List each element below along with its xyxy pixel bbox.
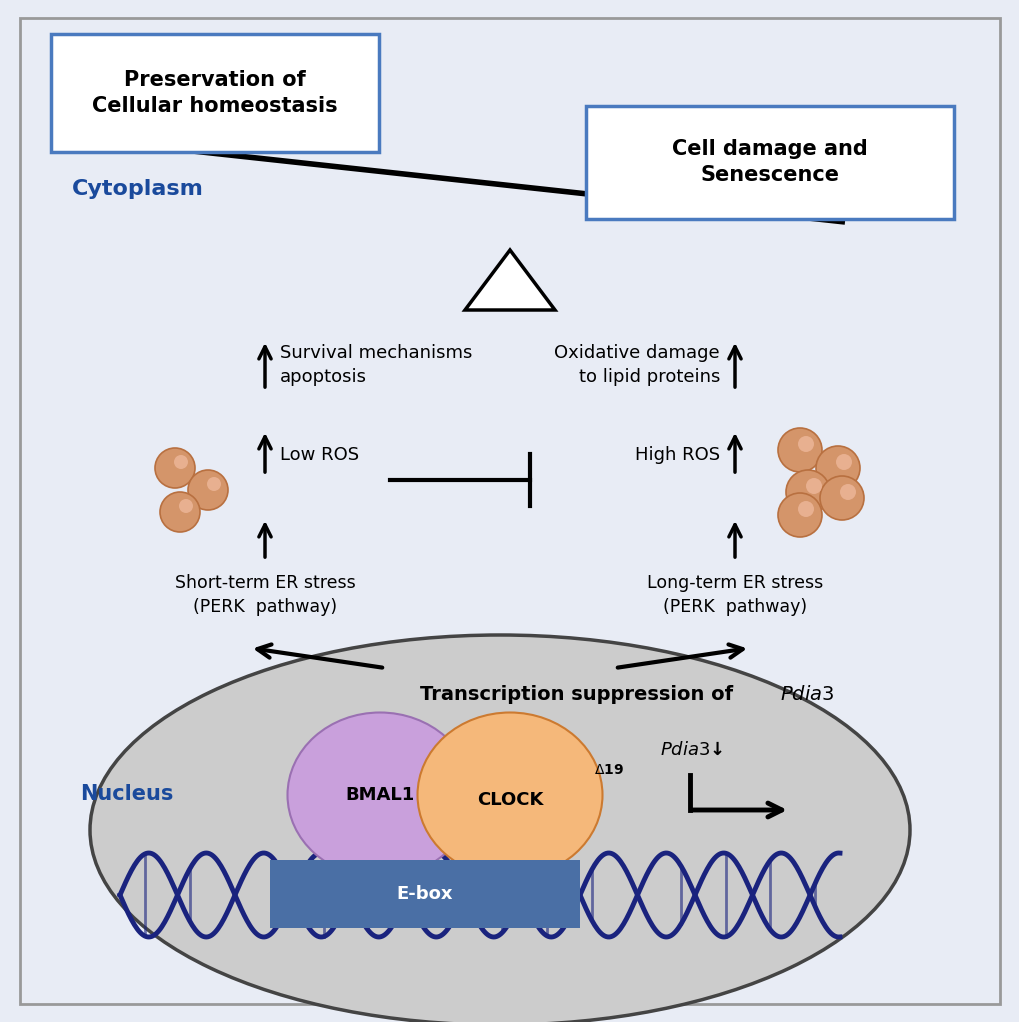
Circle shape bbox=[160, 492, 200, 532]
Text: Survival mechanisms
apoptosis: Survival mechanisms apoptosis bbox=[280, 344, 472, 385]
Ellipse shape bbox=[90, 635, 909, 1022]
FancyBboxPatch shape bbox=[270, 860, 580, 928]
Circle shape bbox=[797, 501, 813, 517]
Text: High ROS: High ROS bbox=[634, 446, 719, 464]
Circle shape bbox=[815, 446, 859, 490]
FancyBboxPatch shape bbox=[20, 18, 999, 1004]
Text: BMAL1: BMAL1 bbox=[345, 786, 414, 804]
Text: Short-term ER stress
(PERK  pathway): Short-term ER stress (PERK pathway) bbox=[174, 574, 355, 616]
Ellipse shape bbox=[287, 712, 472, 878]
Circle shape bbox=[805, 478, 821, 494]
FancyBboxPatch shape bbox=[586, 106, 953, 219]
Circle shape bbox=[187, 470, 228, 510]
Circle shape bbox=[155, 448, 195, 487]
Text: Low ROS: Low ROS bbox=[280, 446, 359, 464]
Text: $\Delta$19: $\Delta$19 bbox=[593, 763, 624, 777]
Circle shape bbox=[178, 499, 193, 513]
Circle shape bbox=[840, 484, 855, 500]
Circle shape bbox=[836, 454, 851, 470]
Text: E-box: E-box bbox=[396, 885, 452, 903]
Text: Cell damage and
Senescence: Cell damage and Senescence bbox=[672, 139, 867, 185]
Ellipse shape bbox=[417, 712, 602, 878]
Circle shape bbox=[207, 477, 221, 491]
Text: Cytoplasm: Cytoplasm bbox=[72, 179, 204, 199]
Text: Nucleus: Nucleus bbox=[79, 784, 173, 804]
Text: Preservation of
Cellular homeostasis: Preservation of Cellular homeostasis bbox=[92, 69, 337, 117]
Text: $\mathit{Pdia3}$: $\mathit{Pdia3}$ bbox=[780, 686, 834, 704]
Circle shape bbox=[777, 428, 821, 472]
Circle shape bbox=[797, 436, 813, 452]
Text: Transcription suppression of: Transcription suppression of bbox=[420, 686, 739, 704]
Text: $\mathit{Pdia3}$↓: $\mathit{Pdia3}$↓ bbox=[659, 741, 722, 759]
Circle shape bbox=[819, 476, 863, 520]
Polygon shape bbox=[465, 250, 554, 310]
Circle shape bbox=[786, 470, 829, 514]
Text: Oxidative damage
to lipid proteins: Oxidative damage to lipid proteins bbox=[554, 344, 719, 385]
FancyBboxPatch shape bbox=[51, 34, 379, 152]
Circle shape bbox=[777, 493, 821, 537]
Circle shape bbox=[174, 455, 187, 469]
Text: CLOCK: CLOCK bbox=[476, 791, 543, 809]
Text: Long-term ER stress
(PERK  pathway): Long-term ER stress (PERK pathway) bbox=[646, 574, 822, 616]
